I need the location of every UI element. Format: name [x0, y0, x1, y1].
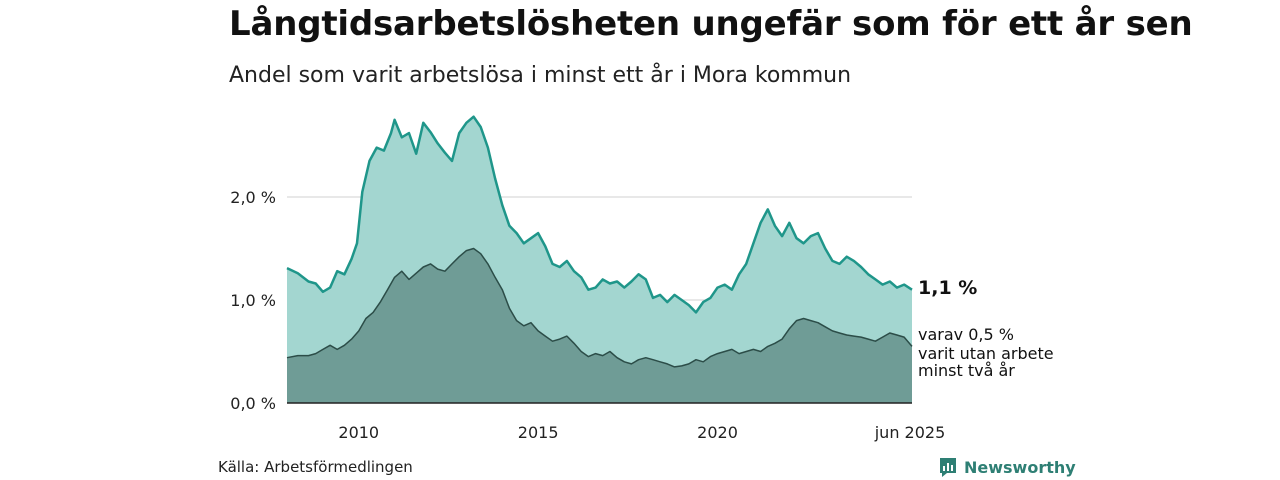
y-tick-label-1: 1,0 %: [230, 291, 276, 310]
chart-areas: [286, 115, 913, 403]
newsworthy-logo-icon: [940, 458, 956, 477]
end-label-total: 1,1 %: [918, 277, 977, 299]
x-tick-label-2: 2020: [697, 423, 738, 442]
end-label-long-term: varav 0,5 %: [918, 325, 1014, 344]
end-note-line-0: varit utan arbete: [918, 344, 1054, 363]
y-tick-label-2: 2,0 %: [230, 188, 276, 207]
source-note: Källa: Arbetsförmedlingen: [218, 458, 413, 476]
x-tick-label-0: 2010: [338, 423, 379, 442]
brand-name: Newsworthy: [964, 457, 1076, 477]
chart-subtitle: Andel som varit arbetslösa i minst ett å…: [229, 63, 852, 88]
long-term-line: [286, 247, 913, 368]
long-term-area: [287, 248, 912, 403]
y-tick-label-0: 0,0 %: [230, 394, 276, 413]
chart-title: Långtidsarbetslösheten ungefär som för e…: [229, 4, 1193, 44]
total-line: [286, 115, 913, 314]
brand-logo: Newsworthy: [938, 456, 1076, 478]
x-tick-label-1: 2015: [518, 423, 559, 442]
end-note-line-1: minst två år: [918, 361, 1015, 380]
chart-axes: 0,0 % 1,0 % 2,0 % 2010 2015 2020 jun 2025: [230, 188, 945, 442]
x-tick-label-3: jun 2025: [874, 423, 946, 442]
